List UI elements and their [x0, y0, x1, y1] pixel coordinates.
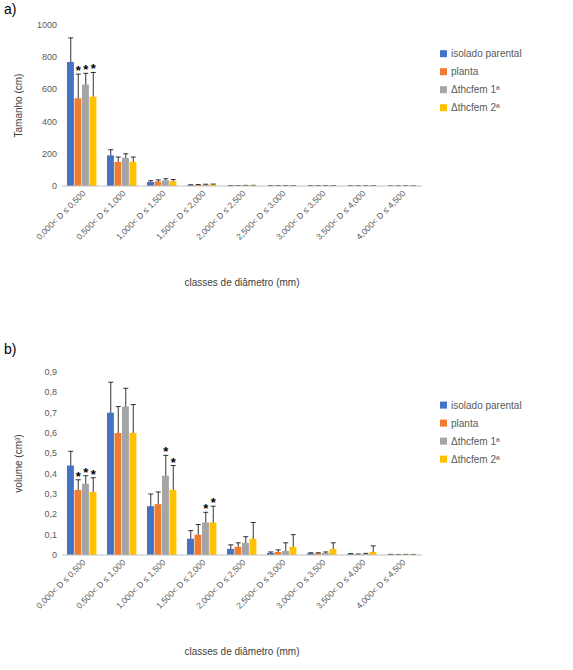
bar	[130, 433, 137, 555]
significance-mark: *	[203, 501, 209, 516]
significance-mark: *	[83, 465, 89, 480]
bar	[170, 490, 177, 555]
bar	[90, 97, 97, 186]
bar	[162, 180, 169, 186]
legend-label: Δthcfem 1ª	[451, 84, 500, 95]
bar	[130, 162, 137, 186]
y-tick-label: 0,1	[44, 530, 57, 540]
significance-mark: *	[211, 495, 217, 510]
legend-swatch	[440, 438, 447, 445]
error-bars	[68, 382, 416, 555]
significance-mark: *	[91, 467, 97, 482]
y-tick-label: 0	[52, 181, 57, 191]
bar	[115, 162, 122, 186]
bars	[67, 38, 416, 186]
legend-swatch	[440, 104, 447, 111]
y-tick-label: 0,6	[44, 428, 57, 438]
bar	[90, 492, 97, 555]
bar	[122, 158, 129, 186]
legend-swatch	[440, 456, 447, 463]
legend-swatch	[440, 68, 447, 75]
x-tick-label: 4,000< D ≤ 4,500	[354, 188, 408, 242]
bar	[107, 413, 114, 555]
significance-mark: *	[91, 61, 97, 76]
legend-label: Δthcfem 2ª	[451, 454, 500, 465]
bar	[155, 181, 162, 186]
bar	[67, 466, 74, 555]
figure: a)02004006008001000Tamanho (cm)***0,000<…	[0, 0, 573, 670]
significance-mark: *	[76, 63, 82, 78]
significance-mark: *	[83, 62, 89, 77]
bar	[147, 182, 154, 186]
legend-swatch	[440, 402, 447, 409]
x-tick-label: 4,000< D ≤ 4,500	[354, 557, 408, 611]
y-tick-label: 600	[42, 84, 57, 94]
y-tick-label: 0,9	[44, 367, 57, 377]
bar	[75, 490, 82, 555]
bar	[235, 547, 242, 555]
panel-label: b)	[4, 341, 16, 357]
y-tick-label: 0	[52, 550, 57, 560]
significance-mark: *	[163, 444, 169, 459]
bar	[282, 551, 289, 555]
y-tick-label: 0,2	[44, 509, 57, 519]
y-tick-label: 1000	[37, 20, 57, 30]
bar	[147, 506, 154, 555]
y-tick-label: 800	[42, 52, 57, 62]
bar	[242, 543, 249, 555]
bar	[82, 85, 89, 186]
y-axis-title: volume (cm³)	[13, 434, 24, 492]
bar	[330, 549, 337, 555]
bar	[122, 407, 129, 555]
x-axis-title: classes de diâmetro (mm)	[184, 646, 299, 657]
y-tick-label: 0,8	[44, 387, 57, 397]
y-tick-label: 0,7	[44, 408, 57, 418]
bar	[75, 98, 82, 186]
bar	[250, 539, 257, 555]
legend-swatch	[440, 50, 447, 57]
bar	[82, 484, 89, 555]
bars	[67, 382, 416, 555]
bar	[115, 433, 122, 555]
x-axis-title: classes de diâmetro (mm)	[184, 277, 299, 288]
bar	[67, 62, 74, 186]
bar	[202, 522, 209, 555]
legend-label: planta	[451, 418, 479, 429]
bar	[290, 547, 297, 555]
bar	[170, 181, 177, 186]
bar	[162, 476, 169, 555]
legend-label: isolado parental	[451, 400, 522, 411]
legend-swatch	[440, 420, 447, 427]
y-tick-label: 0,5	[44, 448, 57, 458]
bar	[155, 504, 162, 555]
significance-mark: *	[76, 469, 82, 484]
error-bars	[68, 38, 416, 186]
x-axis-line	[62, 555, 422, 556]
y-tick-label: 0,3	[44, 489, 57, 499]
y-axis-title: Tamanho (cm)	[13, 74, 24, 138]
legend-label: Δthcfem 1ª	[451, 436, 500, 447]
legend-label: planta	[451, 66, 479, 77]
legend-label: isolado parental	[451, 48, 522, 59]
panel-label: a)	[4, 1, 16, 17]
y-tick-label: 200	[42, 149, 57, 159]
bar	[210, 522, 217, 555]
y-tick-label: 0,4	[44, 469, 57, 479]
y-tick-label: 400	[42, 117, 57, 127]
panel: a)02004006008001000Tamanho (cm)***0,000<…	[4, 1, 522, 288]
bar	[187, 539, 194, 555]
bar	[107, 155, 114, 186]
panel: b) 0 0,1 0,2 0,3 0,4 0,5 0,6 0,7 0,8 0,9 volume (cm…	[4, 341, 522, 657]
bar	[195, 535, 202, 555]
legend-swatch	[440, 86, 447, 93]
significance-mark: *	[171, 455, 177, 470]
legend-label: Δthcfem 2ª	[451, 102, 500, 113]
x-axis-line	[62, 186, 422, 187]
bar	[227, 549, 234, 555]
